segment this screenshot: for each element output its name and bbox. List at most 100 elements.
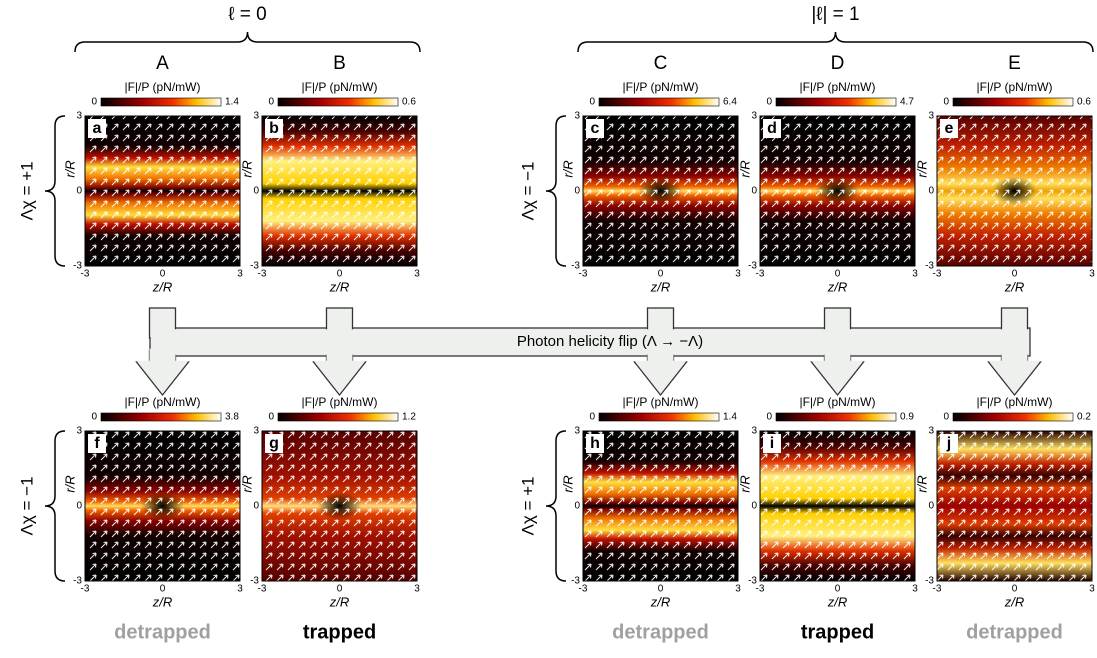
x-axis-label: z/R: [827, 279, 848, 294]
force-arrows: [760, 431, 915, 581]
panel-frame: [759, 115, 916, 267]
panel-letter: g: [269, 435, 279, 452]
x-tick-label: -3: [81, 584, 90, 595]
x-tick-label: 0: [658, 269, 664, 280]
arrow-fill: [811, 348, 864, 394]
panel-frame: [84, 115, 241, 267]
y-tick-label: -3: [571, 261, 580, 272]
letter-box: [763, 434, 781, 453]
y-tick-label: 0: [928, 501, 934, 512]
force-arrows: [937, 431, 1092, 581]
y-axis-label: r/R: [62, 475, 77, 492]
y-tick-label: -3: [748, 261, 757, 272]
panel-letter: a: [93, 120, 102, 137]
colorbar-max: 0.9: [900, 412, 914, 423]
y-axis-label: r/R: [239, 160, 254, 177]
outcome-label: trapped: [303, 621, 376, 643]
force-arrows: [262, 116, 417, 266]
colorbar-label: |F|/P (pN/mW): [124, 395, 200, 409]
arrow-fill: [150, 309, 175, 340]
row-brace: [545, 430, 567, 582]
y-tick-label: 0: [751, 186, 757, 197]
y-tick-label: 3: [76, 426, 82, 437]
y-tick-label: 0: [253, 501, 259, 512]
x-tick-label: 0: [835, 584, 841, 595]
column-label: E: [1008, 53, 1021, 74]
column-label: A: [156, 53, 169, 74]
x-tick-label: -3: [81, 269, 90, 280]
letter-box: [88, 119, 106, 138]
x-tick-label: 0: [160, 584, 166, 595]
row-label: Λχ = −1: [17, 476, 36, 535]
colorbar-max: 1.4: [225, 97, 239, 108]
row-brace: [44, 115, 66, 267]
x-tick-label: 3: [237, 584, 243, 595]
colorbar-min: 0: [589, 412, 595, 423]
colorbar-label: |F|/P (pN/mW): [976, 395, 1052, 409]
group-label: ℓ = 0: [228, 4, 266, 25]
x-tick-label: -3: [933, 269, 942, 280]
y-tick-label: -3: [925, 576, 934, 587]
y-tick-label: 3: [253, 111, 259, 122]
colorbar-max: 0.6: [402, 97, 416, 108]
x-tick-label: -3: [579, 269, 588, 280]
letter-box: [265, 119, 283, 138]
x-tick-label: 0: [835, 269, 841, 280]
panel-frame: [936, 430, 1093, 582]
y-tick-label: 3: [76, 111, 82, 122]
x-axis-label: z/R: [1004, 279, 1025, 294]
column-label: B: [333, 53, 346, 74]
y-tick-label: 3: [928, 426, 934, 437]
x-axis-label: z/R: [329, 279, 350, 294]
arrow-fill: [313, 348, 366, 394]
colorbar: [598, 97, 720, 107]
panel-frame: [84, 430, 241, 582]
x-axis-label: z/R: [152, 594, 173, 609]
y-tick-label: 0: [76, 501, 82, 512]
colorbar: [952, 412, 1074, 422]
group-label: |ℓ| = 1: [811, 4, 859, 25]
y-tick-label: -3: [73, 576, 82, 587]
panel-letter: b: [269, 120, 279, 137]
letter-box: [940, 434, 958, 453]
colorbar-max: 4.7: [900, 97, 914, 108]
x-axis-label: z/R: [827, 594, 848, 609]
row-brace: [545, 115, 567, 267]
colorbar: [598, 412, 720, 422]
colorbar-label: |F|/P (pN/mW): [124, 80, 200, 94]
y-tick-label: 3: [574, 426, 580, 437]
outcome-label: detrapped: [966, 621, 1063, 643]
colorbar: [775, 412, 897, 422]
arrow-fill: [648, 309, 673, 340]
panel-letter: i: [770, 435, 774, 452]
x-tick-label: 0: [337, 584, 343, 595]
x-tick-label: 3: [735, 269, 741, 280]
letter-box: [586, 434, 604, 453]
panel-frame: [936, 115, 1093, 267]
colorbar-label: |F|/P (pN/mW): [799, 395, 875, 409]
y-tick-label: -3: [250, 261, 259, 272]
colorbar-min: 0: [268, 97, 274, 108]
colorbar-label: |F|/P (pN/mW): [799, 80, 875, 94]
y-tick-label: 3: [574, 111, 580, 122]
colorbar-min: 0: [91, 412, 97, 423]
colorbar-min: 0: [766, 97, 772, 108]
force-arrows: [583, 431, 738, 581]
colorbar-max: 3.8: [225, 412, 239, 423]
arrow-fill: [327, 309, 352, 340]
panel-letter: h: [590, 435, 600, 452]
column-label: D: [831, 53, 845, 74]
x-tick-label: -3: [933, 584, 942, 595]
row-label: Λχ = +1: [17, 161, 36, 220]
x-axis-label: z/R: [1004, 594, 1025, 609]
x-axis-label: z/R: [329, 594, 350, 609]
y-axis-label: r/R: [914, 475, 929, 492]
row-label: Λχ = −1: [518, 161, 537, 220]
y-axis-label: r/R: [239, 475, 254, 492]
arrow-fill: [988, 348, 1041, 394]
